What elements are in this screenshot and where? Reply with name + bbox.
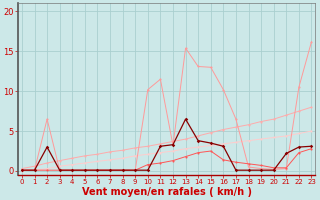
X-axis label: Vent moyen/en rafales ( km/h ): Vent moyen/en rafales ( km/h ) [82, 187, 252, 197]
